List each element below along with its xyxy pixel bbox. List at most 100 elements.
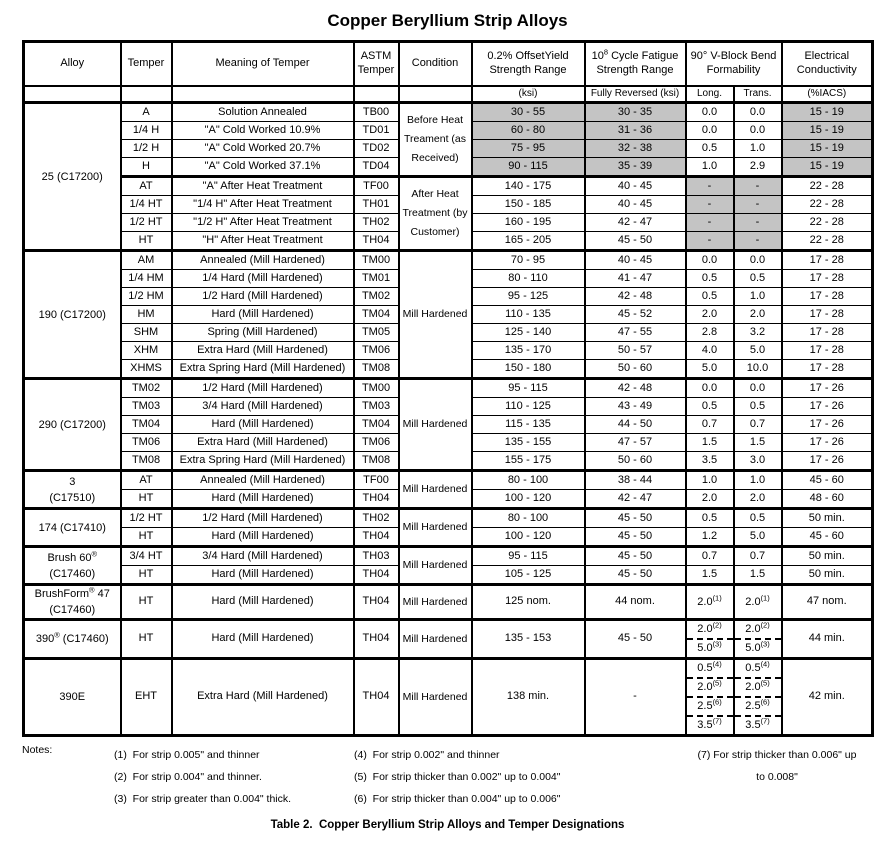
yield-strength-cell: 95 - 125: [470, 287, 586, 306]
fatigue-strength-cell: 45 - 50: [583, 565, 687, 585]
formability-value: 0.5: [749, 400, 766, 412]
formability-long-cell: 0.5: [684, 269, 735, 288]
table-body: 25 (C17200) A Solution Annealed TB00 Before …: [22, 101, 874, 736]
yield-strength-cell: 80 - 100: [470, 469, 586, 490]
table-row: 1/2 HT "1/2 H" After Heat Treatment TH02 16…: [24, 213, 874, 232]
note-reference: (4): [712, 659, 722, 669]
table-row: 390E EHT Extra Hard (Mill Hardened) TH04 Mil…: [22, 657, 874, 736]
condition-cell: Mill Hardened: [397, 545, 473, 585]
fatigue-strength-cell: 40 - 45: [583, 195, 687, 214]
formability-long-cell: -: [684, 213, 735, 232]
formability-value: 2.0(2): [745, 620, 770, 635]
fatigue-strength-cell: 42 - 47: [583, 213, 687, 232]
astm-temper-cell: TH04: [352, 565, 400, 585]
formability-long-cell: -: [684, 231, 735, 251]
table-row: TM08 Extra Spring Hard (Mill Hardened) TM0…: [24, 451, 874, 471]
alloy-cell: 390E: [22, 657, 122, 736]
formability-value: -: [755, 198, 760, 210]
conductivity-cell: 17 - 26: [780, 415, 874, 434]
alloy-name-line: Brush 60®: [47, 548, 98, 564]
formability-value: 0.5(4): [697, 659, 722, 674]
formability-value: 4.0: [701, 344, 718, 356]
meaning-of-temper-cell: 1/4 Hard (Mill Hardened): [170, 269, 355, 288]
page-title: Copper Beryllium Strip Alloys: [327, 11, 568, 30]
temper-cell: TM06: [119, 433, 173, 452]
temper-cell: 1/2 H: [119, 139, 173, 158]
yield-strength-cell: 150 - 180: [470, 359, 586, 379]
table-row: TM03 3/4 Hard (Mill Hardened) TM03 110 - 12…: [24, 397, 874, 416]
formability-trans-cell: 2.0(1): [732, 583, 783, 620]
formability-value: 2.0(1): [745, 592, 770, 608]
table-row: 25 (C17200) A Solution Annealed TB00 Before …: [22, 101, 874, 251]
formability-value: 2.0: [701, 308, 718, 320]
fatigue-strength-cell: 44 nom.: [583, 583, 687, 620]
formability-value: -: [707, 198, 712, 210]
note-reference: (5): [712, 678, 722, 688]
formability-trans-cell: 0.5: [732, 397, 783, 416]
alloy-name-line: 190 (C17200): [38, 308, 106, 321]
formability-long-cell: 2.0(2) 5.0(3): [684, 618, 735, 659]
formability-value: 1.5: [749, 436, 766, 448]
condition-cell: Mill Hardened: [397, 469, 473, 509]
meaning-of-temper-cell: "A" Cold Worked 20.7%: [170, 139, 355, 158]
formability-long-cell: 1.2: [684, 527, 735, 547]
temper-cell: HT: [119, 565, 173, 585]
header-line: 90° V-Block Bend: [690, 50, 777, 62]
notes-label: Notes:: [22, 744, 53, 756]
meaning-of-temper-cell: Spring (Mill Hardened): [170, 323, 355, 342]
meaning-of-temper-cell: Hard (Mill Hardened): [170, 618, 355, 659]
fatigue-strength-cell: -: [583, 657, 687, 736]
note-reference: (6): [712, 697, 722, 707]
formability-long-cell: 0.7: [684, 415, 735, 434]
astm-temper-cell: TM02: [352, 287, 400, 306]
conductivity-cell: 22 - 28: [780, 213, 874, 232]
formability-value: 0.5: [749, 512, 766, 524]
formability-trans-cell: 0.5(4) 2.0(5) 2.5(6) 3.5(7): [732, 657, 783, 736]
conductivity-cell: 17 - 26: [780, 451, 874, 471]
condition-line: Mill Hardened: [402, 521, 468, 533]
column-header-condition: Condition: [397, 40, 473, 87]
formability-long-cell: 0.7: [684, 545, 735, 566]
temper-cell: A: [119, 101, 173, 122]
yield-strength-cell: 150 - 185: [470, 195, 586, 214]
fatigue-strength-cell: 45 - 50: [583, 618, 687, 659]
astm-temper-cell: TM00: [352, 377, 400, 398]
meaning-of-temper-cell: "H" After Heat Treatment: [170, 231, 355, 251]
note-reference: (7): [712, 716, 722, 726]
note-reference: (4): [760, 659, 770, 669]
formability-trans-cell: 0.5: [732, 507, 783, 528]
conductivity-cell: 15 - 19: [780, 157, 874, 177]
yield-strength-cell: 95 - 115: [470, 545, 586, 566]
formability-trans-cell: 10.0: [732, 359, 783, 379]
meaning-of-temper-cell: 1/2 Hard (Mill Hardened): [170, 287, 355, 306]
condition-line: Mill Hardened: [402, 418, 468, 430]
formability-value: 0.7: [749, 418, 766, 430]
alloy-name-line: 174 (C17410): [38, 521, 106, 534]
header-line: Strength Range: [596, 63, 674, 76]
conductivity-cell: 15 - 19: [780, 139, 874, 158]
astm-temper-cell: TM00: [352, 249, 400, 270]
formability-trans-cell: -: [732, 213, 783, 232]
header-spacer-cell: [22, 84, 122, 104]
yield-strength-cell: 140 - 175: [470, 175, 586, 196]
yield-strength-cell: 135 - 153: [470, 618, 586, 659]
formability-value: 2.0: [701, 492, 718, 504]
header-spacer-cell: [397, 84, 473, 104]
formability-value: 0.5: [701, 512, 718, 524]
formability-long-cell: 1.5: [684, 433, 735, 452]
fatigue-strength-cell: 30 - 35: [583, 101, 687, 122]
formability-value: -: [755, 216, 760, 228]
fatigue-strength-cell: 42 - 48: [583, 377, 687, 398]
header-line: Formability: [706, 63, 761, 76]
note-reference: (3): [760, 639, 770, 649]
astm-temper-cell: TM04: [352, 415, 400, 434]
temper-cell: XHMS: [119, 359, 173, 379]
formability-value: 1.5: [701, 568, 718, 580]
astm-temper-cell: TH01: [352, 195, 400, 214]
formability-value: -: [707, 234, 712, 246]
formability-value: 0.0: [701, 382, 718, 394]
alloy-cell: 190 (C17200): [22, 249, 122, 379]
note-reference: (5): [760, 678, 770, 688]
conductivity-cell: 17 - 26: [780, 433, 874, 452]
conductivity-cell: 22 - 28: [780, 231, 874, 251]
